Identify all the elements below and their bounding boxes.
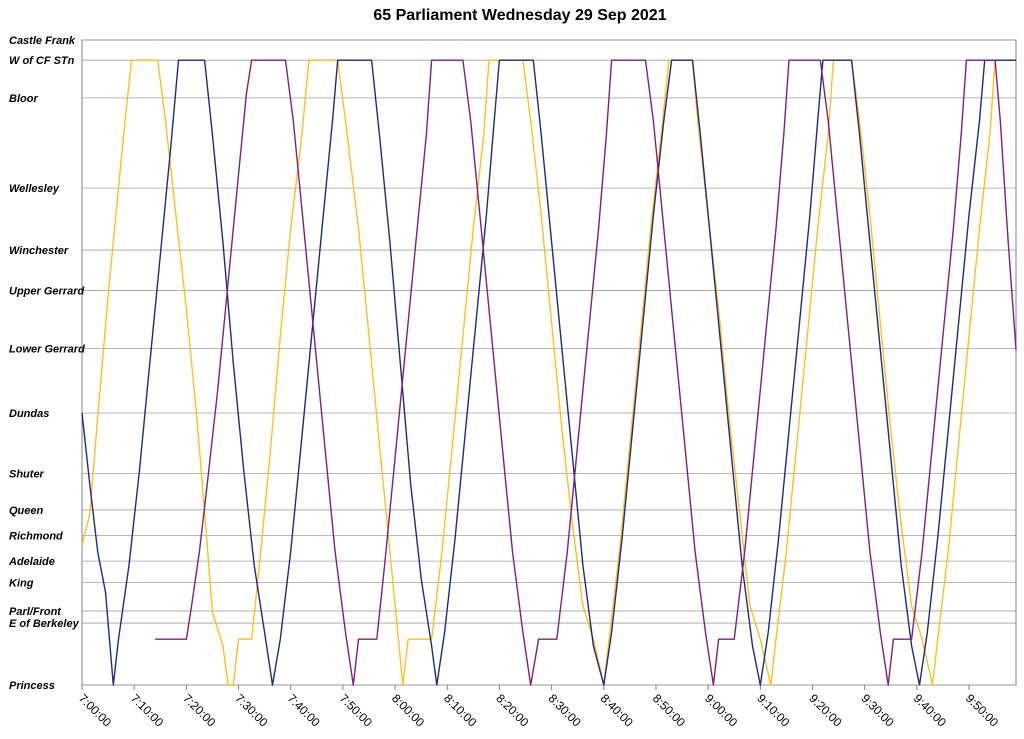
x-tick-label-3: 7:30:00 (232, 691, 270, 729)
stop-label-12: King (9, 578, 34, 590)
x-tick-label-2: 7:20:00 (180, 691, 218, 729)
x-tick-label-9: 8:30:00 (545, 691, 583, 729)
x-tick-label-16: 9:40:00 (911, 691, 949, 729)
stop-label-0: Castle Frank (9, 35, 76, 47)
stop-label-13: Parl/Front (9, 606, 62, 618)
stop-label-8: Shuter (9, 469, 45, 481)
series-line-1 (81, 59, 1016, 686)
stop-label-10: Richmond (9, 531, 63, 543)
stop-label-3: Wellesley (9, 183, 60, 195)
plot-area (81, 39, 1017, 686)
stop-label-14: E of Berkeley (9, 618, 80, 630)
x-tick-label-8: 8:20:00 (493, 691, 531, 729)
x-tick-label-13: 9:10:00 (754, 691, 792, 729)
stop-label-7: Dundas (9, 408, 49, 420)
stop-label-1: W of CF STn (9, 55, 75, 67)
x-tick-label-14: 9:20:00 (806, 691, 844, 729)
x-tick-label-7: 8:10:00 (441, 691, 479, 729)
stop-label-9: Queen (9, 505, 44, 517)
x-tick-label-6: 8:00:00 (389, 691, 427, 729)
series-line-2 (155, 59, 1017, 686)
x-tick-label-5: 7:50:00 (337, 691, 375, 729)
chart-title: 65 Parliament Wednesday 29 Sep 2021 (373, 7, 667, 24)
x-tick-label-10: 8:40:00 (598, 691, 636, 729)
x-tick-label-17: 9:50:00 (963, 691, 1001, 729)
stop-label-5: Upper Gerrard (9, 285, 84, 297)
x-tick-label-0: 7:00:00 (76, 691, 114, 729)
x-tick-label-4: 7:40:00 (285, 691, 323, 729)
x-tick-label-1: 7:10:00 (128, 691, 166, 729)
x-tick-label-12: 9:00:00 (702, 691, 740, 729)
stop-label-11: Adelaide (8, 556, 55, 568)
stop-label-6: Lower Gerrard (9, 343, 85, 355)
x-tick-label-15: 9:30:00 (859, 691, 897, 729)
x-tick-label-11: 8:50:00 (650, 691, 688, 729)
stop-label-2: Bloor (9, 93, 38, 105)
stop-label-15: Princess (9, 680, 55, 692)
stop-label-4: Winchester (9, 245, 69, 257)
series-line-0 (81, 59, 1016, 686)
